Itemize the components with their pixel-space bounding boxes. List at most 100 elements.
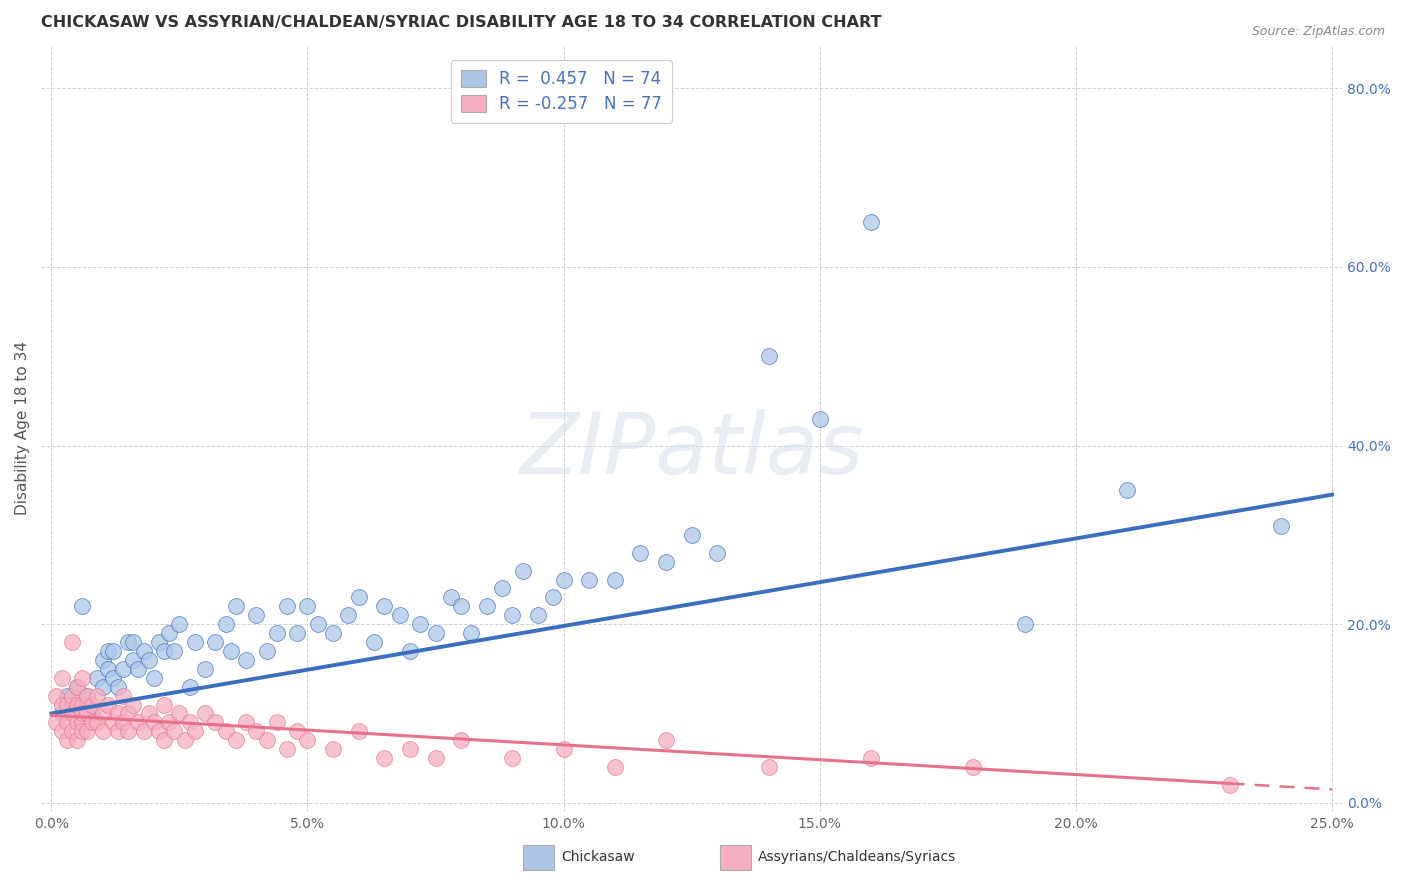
Point <box>706 546 728 560</box>
Point <box>117 635 139 649</box>
Text: ZIPatlas: ZIPatlas <box>520 409 863 492</box>
Point <box>107 680 129 694</box>
Point <box>76 724 98 739</box>
Point <box>655 733 678 747</box>
Point <box>388 608 411 623</box>
Point <box>45 689 67 703</box>
Point <box>399 742 422 756</box>
Point <box>70 698 93 712</box>
Point <box>337 608 360 623</box>
Point <box>214 724 236 739</box>
Point <box>157 626 180 640</box>
Point <box>86 689 108 703</box>
Point <box>51 698 73 712</box>
Point <box>256 733 278 747</box>
Point <box>107 706 129 721</box>
Point <box>758 760 780 774</box>
Point <box>148 724 170 739</box>
Point <box>66 680 89 694</box>
Point <box>491 582 513 596</box>
Point <box>169 617 191 632</box>
Point <box>55 698 77 712</box>
Point <box>97 662 120 676</box>
Point <box>55 715 77 730</box>
Point <box>245 608 267 623</box>
Point <box>276 599 298 614</box>
Point <box>66 733 89 747</box>
Point <box>55 733 77 747</box>
Point <box>70 706 93 721</box>
Point <box>138 706 160 721</box>
Point <box>527 608 550 623</box>
Point <box>501 608 523 623</box>
Point <box>475 599 498 614</box>
Point <box>142 671 165 685</box>
Point <box>285 724 308 739</box>
Point <box>307 617 329 632</box>
Point <box>603 573 626 587</box>
Point <box>758 349 780 363</box>
Point <box>122 653 145 667</box>
Point <box>214 617 236 632</box>
Point <box>86 671 108 685</box>
Point <box>112 715 135 730</box>
Y-axis label: Disability Age 18 to 34: Disability Age 18 to 34 <box>15 341 30 515</box>
Point <box>440 591 463 605</box>
Point <box>194 662 217 676</box>
Point <box>184 724 207 739</box>
Point <box>163 724 186 739</box>
Point <box>179 680 201 694</box>
Text: CHICKASAW VS ASSYRIAN/CHALDEAN/SYRIAC DISABILITY AGE 18 TO 34 CORRELATION CHART: CHICKASAW VS ASSYRIAN/CHALDEAN/SYRIAC DI… <box>41 15 882 30</box>
Point <box>60 724 83 739</box>
Point <box>219 644 242 658</box>
Point <box>66 715 89 730</box>
Point <box>1116 483 1139 498</box>
Text: Source: ZipAtlas.com: Source: ZipAtlas.com <box>1251 25 1385 38</box>
Point <box>1014 617 1036 632</box>
Point <box>501 751 523 765</box>
Point <box>97 644 120 658</box>
Point <box>245 724 267 739</box>
Point <box>425 626 447 640</box>
Point <box>322 626 344 640</box>
Point <box>425 751 447 765</box>
Point <box>70 715 93 730</box>
Point <box>117 724 139 739</box>
Point <box>66 698 89 712</box>
Point <box>630 546 652 560</box>
Point <box>266 715 288 730</box>
Point <box>399 644 422 658</box>
Point <box>51 706 73 721</box>
Point <box>138 653 160 667</box>
Text: Chickasaw: Chickasaw <box>561 850 634 864</box>
Point <box>91 680 114 694</box>
Point <box>132 724 155 739</box>
Point <box>962 760 984 774</box>
Point <box>1219 778 1241 792</box>
Point <box>297 599 319 614</box>
Point <box>808 411 831 425</box>
Point <box>112 662 135 676</box>
Point <box>859 215 882 229</box>
Point <box>266 626 288 640</box>
Point <box>101 671 124 685</box>
Point <box>450 733 472 747</box>
Point <box>256 644 278 658</box>
Point <box>70 599 93 614</box>
Point <box>132 644 155 658</box>
Point <box>157 715 180 730</box>
Point <box>373 599 395 614</box>
Point <box>76 689 98 703</box>
Point <box>122 698 145 712</box>
Point <box>578 573 600 587</box>
Point <box>179 715 201 730</box>
Point <box>859 751 882 765</box>
Point <box>553 742 575 756</box>
Point <box>235 715 257 730</box>
Point <box>363 635 385 649</box>
Point <box>163 644 186 658</box>
Point <box>91 724 114 739</box>
Point <box>153 698 176 712</box>
Point <box>153 644 176 658</box>
Point <box>76 689 98 703</box>
